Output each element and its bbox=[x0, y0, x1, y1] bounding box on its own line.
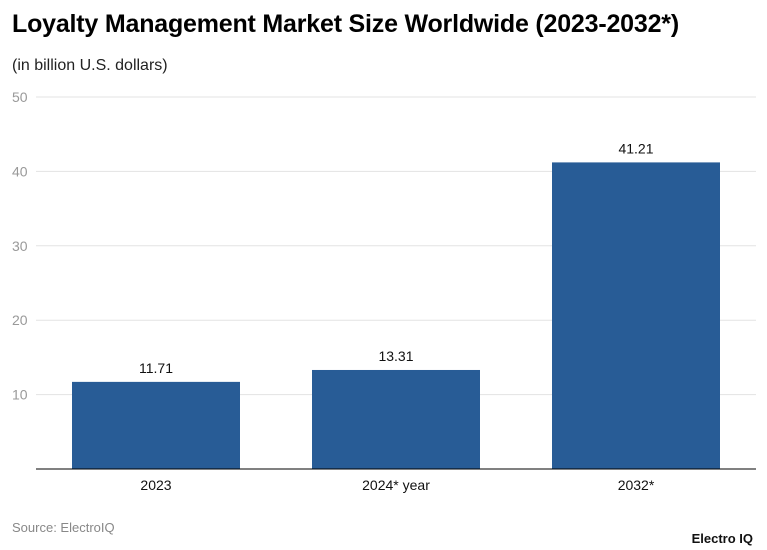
y-tick-label: 10 bbox=[12, 387, 28, 403]
bar bbox=[552, 162, 720, 470]
bars bbox=[72, 162, 720, 470]
chart-subtitle: (in billion U.S. dollars) bbox=[12, 57, 168, 74]
bar bbox=[72, 381, 240, 469]
bar-value-label: 13.31 bbox=[378, 348, 413, 364]
x-tick-label: 2023 bbox=[140, 477, 171, 493]
x-axis-ticks: 2023 2024* year 2032* bbox=[140, 477, 654, 493]
y-tick-label: 40 bbox=[12, 163, 28, 179]
bar-value-label: 11.71 bbox=[139, 360, 173, 376]
y-tick-label: 50 bbox=[12, 89, 28, 105]
chart-title: Loyalty Management Market Size Worldwide… bbox=[12, 10, 679, 38]
value-labels: 11.71 13.31 41.21 bbox=[139, 140, 654, 375]
source-note: Source: ElectroIQ bbox=[12, 520, 115, 535]
x-tick-label: 2032* bbox=[618, 477, 655, 493]
y-axis-ticks: 10 20 30 40 50 bbox=[12, 89, 28, 403]
bar-value-label: 41.21 bbox=[618, 140, 653, 156]
bar bbox=[312, 369, 480, 469]
y-tick-label: 20 bbox=[12, 312, 28, 328]
brand-logo: Electro IQ bbox=[691, 531, 753, 546]
x-tick-label: 2024* year bbox=[362, 477, 430, 493]
bar-chart: 10 20 30 40 50 11.71 13.31 41.21 2023 2024* yea… bbox=[12, 89, 756, 493]
y-tick-label: 30 bbox=[12, 238, 28, 254]
